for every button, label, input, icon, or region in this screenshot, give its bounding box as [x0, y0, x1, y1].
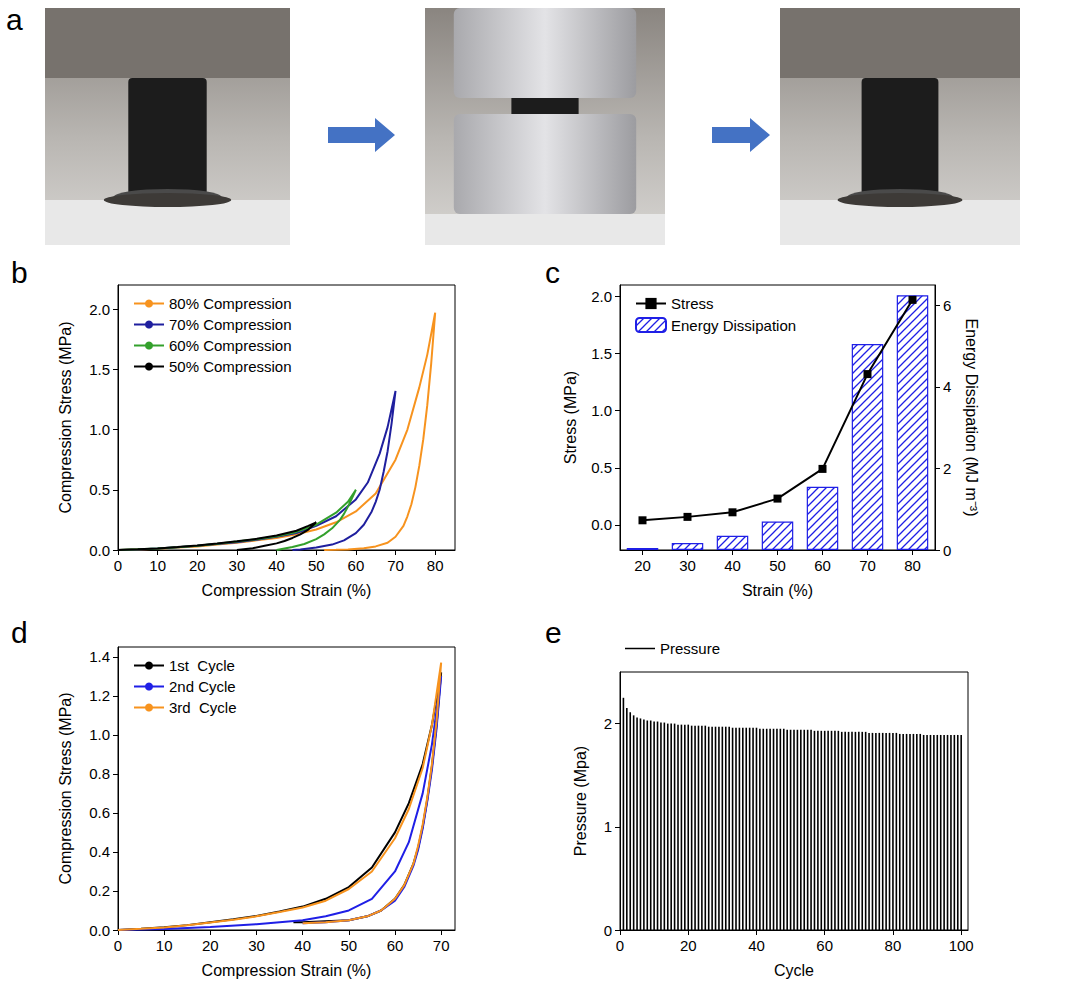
svg-text:Pressure: Pressure — [660, 640, 720, 657]
svg-text:0.0: 0.0 — [591, 516, 612, 533]
svg-text:1.0: 1.0 — [89, 726, 110, 743]
svg-text:20: 20 — [189, 557, 206, 574]
svg-text:20: 20 — [634, 557, 651, 574]
svg-text:3rd Cycle: 3rd Cycle — [169, 699, 237, 716]
svg-text:0.5: 0.5 — [89, 481, 110, 498]
svg-text:80: 80 — [904, 557, 921, 574]
svg-text:50: 50 — [769, 557, 786, 574]
svg-text:Energy Dissipation (MJ m⁻³): Energy Dissipation (MJ m⁻³) — [963, 319, 980, 517]
svg-text:6: 6 — [943, 297, 951, 314]
svg-text:0.6: 0.6 — [89, 804, 110, 821]
svg-text:Stress: Stress — [671, 295, 714, 312]
svg-text:2.0: 2.0 — [591, 288, 612, 305]
svg-text:40: 40 — [724, 557, 741, 574]
svg-text:Compression Stress (MPa): Compression Stress (MPa) — [57, 321, 74, 513]
svg-text:0.8: 0.8 — [89, 765, 110, 782]
svg-text:80: 80 — [885, 937, 902, 954]
svg-text:60: 60 — [348, 557, 365, 574]
svg-text:70% Compression: 70% Compression — [169, 316, 292, 333]
svg-text:1.4: 1.4 — [89, 648, 110, 665]
svg-text:30: 30 — [229, 557, 246, 574]
svg-text:Strain (%): Strain (%) — [742, 582, 813, 599]
svg-text:0.2: 0.2 — [89, 882, 110, 899]
svg-text:60: 60 — [387, 937, 404, 954]
svg-text:10: 10 — [149, 557, 166, 574]
svg-text:1.0: 1.0 — [89, 421, 110, 438]
svg-text:80% Compression: 80% Compression — [169, 295, 292, 312]
svg-text:0.0: 0.0 — [89, 922, 110, 939]
svg-text:50: 50 — [340, 937, 357, 954]
svg-text:a: a — [6, 3, 23, 36]
svg-text:e: e — [545, 616, 562, 649]
svg-text:1: 1 — [604, 818, 612, 835]
svg-text:0.5: 0.5 — [591, 459, 612, 476]
svg-text:70: 70 — [387, 557, 404, 574]
svg-text:Stress (MPa): Stress (MPa) — [562, 371, 579, 464]
svg-text:d: d — [11, 616, 28, 649]
svg-text:70: 70 — [859, 557, 876, 574]
svg-text:Compression Stress (MPa): Compression Stress (MPa) — [57, 692, 74, 884]
svg-text:20: 20 — [680, 937, 697, 954]
svg-text:Compression Strain (%): Compression Strain (%) — [202, 582, 372, 599]
svg-text:b: b — [11, 256, 28, 289]
svg-text:1.0: 1.0 — [591, 402, 612, 419]
svg-text:c: c — [545, 256, 560, 289]
svg-text:0: 0 — [616, 937, 624, 954]
svg-text:60: 60 — [816, 937, 833, 954]
svg-text:60: 60 — [814, 557, 831, 574]
svg-text:0.4: 0.4 — [89, 843, 110, 860]
svg-text:1st Cycle: 1st Cycle — [169, 657, 235, 674]
svg-text:Pressure (Mpa): Pressure (Mpa) — [572, 746, 589, 856]
svg-text:70: 70 — [433, 937, 450, 954]
svg-text:2nd Cycle: 2nd Cycle — [169, 678, 236, 695]
svg-text:50: 50 — [308, 557, 325, 574]
svg-text:1.5: 1.5 — [89, 361, 110, 378]
svg-text:0.0: 0.0 — [89, 542, 110, 559]
svg-text:Compression Strain (%): Compression Strain (%) — [202, 962, 372, 979]
svg-text:0: 0 — [114, 937, 122, 954]
svg-text:40: 40 — [294, 937, 311, 954]
svg-text:Energy Dissipation: Energy Dissipation — [671, 317, 796, 334]
svg-text:0: 0 — [114, 557, 122, 574]
svg-text:1.5: 1.5 — [591, 345, 612, 362]
svg-text:0: 0 — [943, 542, 951, 559]
svg-text:40: 40 — [268, 557, 285, 574]
svg-text:100: 100 — [949, 937, 974, 954]
svg-text:20: 20 — [202, 937, 219, 954]
svg-text:4: 4 — [943, 378, 951, 395]
svg-text:2: 2 — [604, 715, 612, 732]
svg-text:2.0: 2.0 — [89, 301, 110, 318]
svg-text:Cycle: Cycle — [774, 962, 814, 979]
svg-text:60% Compression: 60% Compression — [169, 337, 292, 354]
svg-text:0: 0 — [604, 922, 612, 939]
svg-text:30: 30 — [248, 937, 265, 954]
svg-text:30: 30 — [679, 557, 696, 574]
svg-text:10: 10 — [156, 937, 173, 954]
svg-text:1.2: 1.2 — [89, 687, 110, 704]
svg-text:80: 80 — [427, 557, 444, 574]
svg-text:2: 2 — [943, 460, 951, 477]
svg-text:40: 40 — [748, 937, 765, 954]
svg-text:50% Compression: 50% Compression — [169, 358, 292, 375]
